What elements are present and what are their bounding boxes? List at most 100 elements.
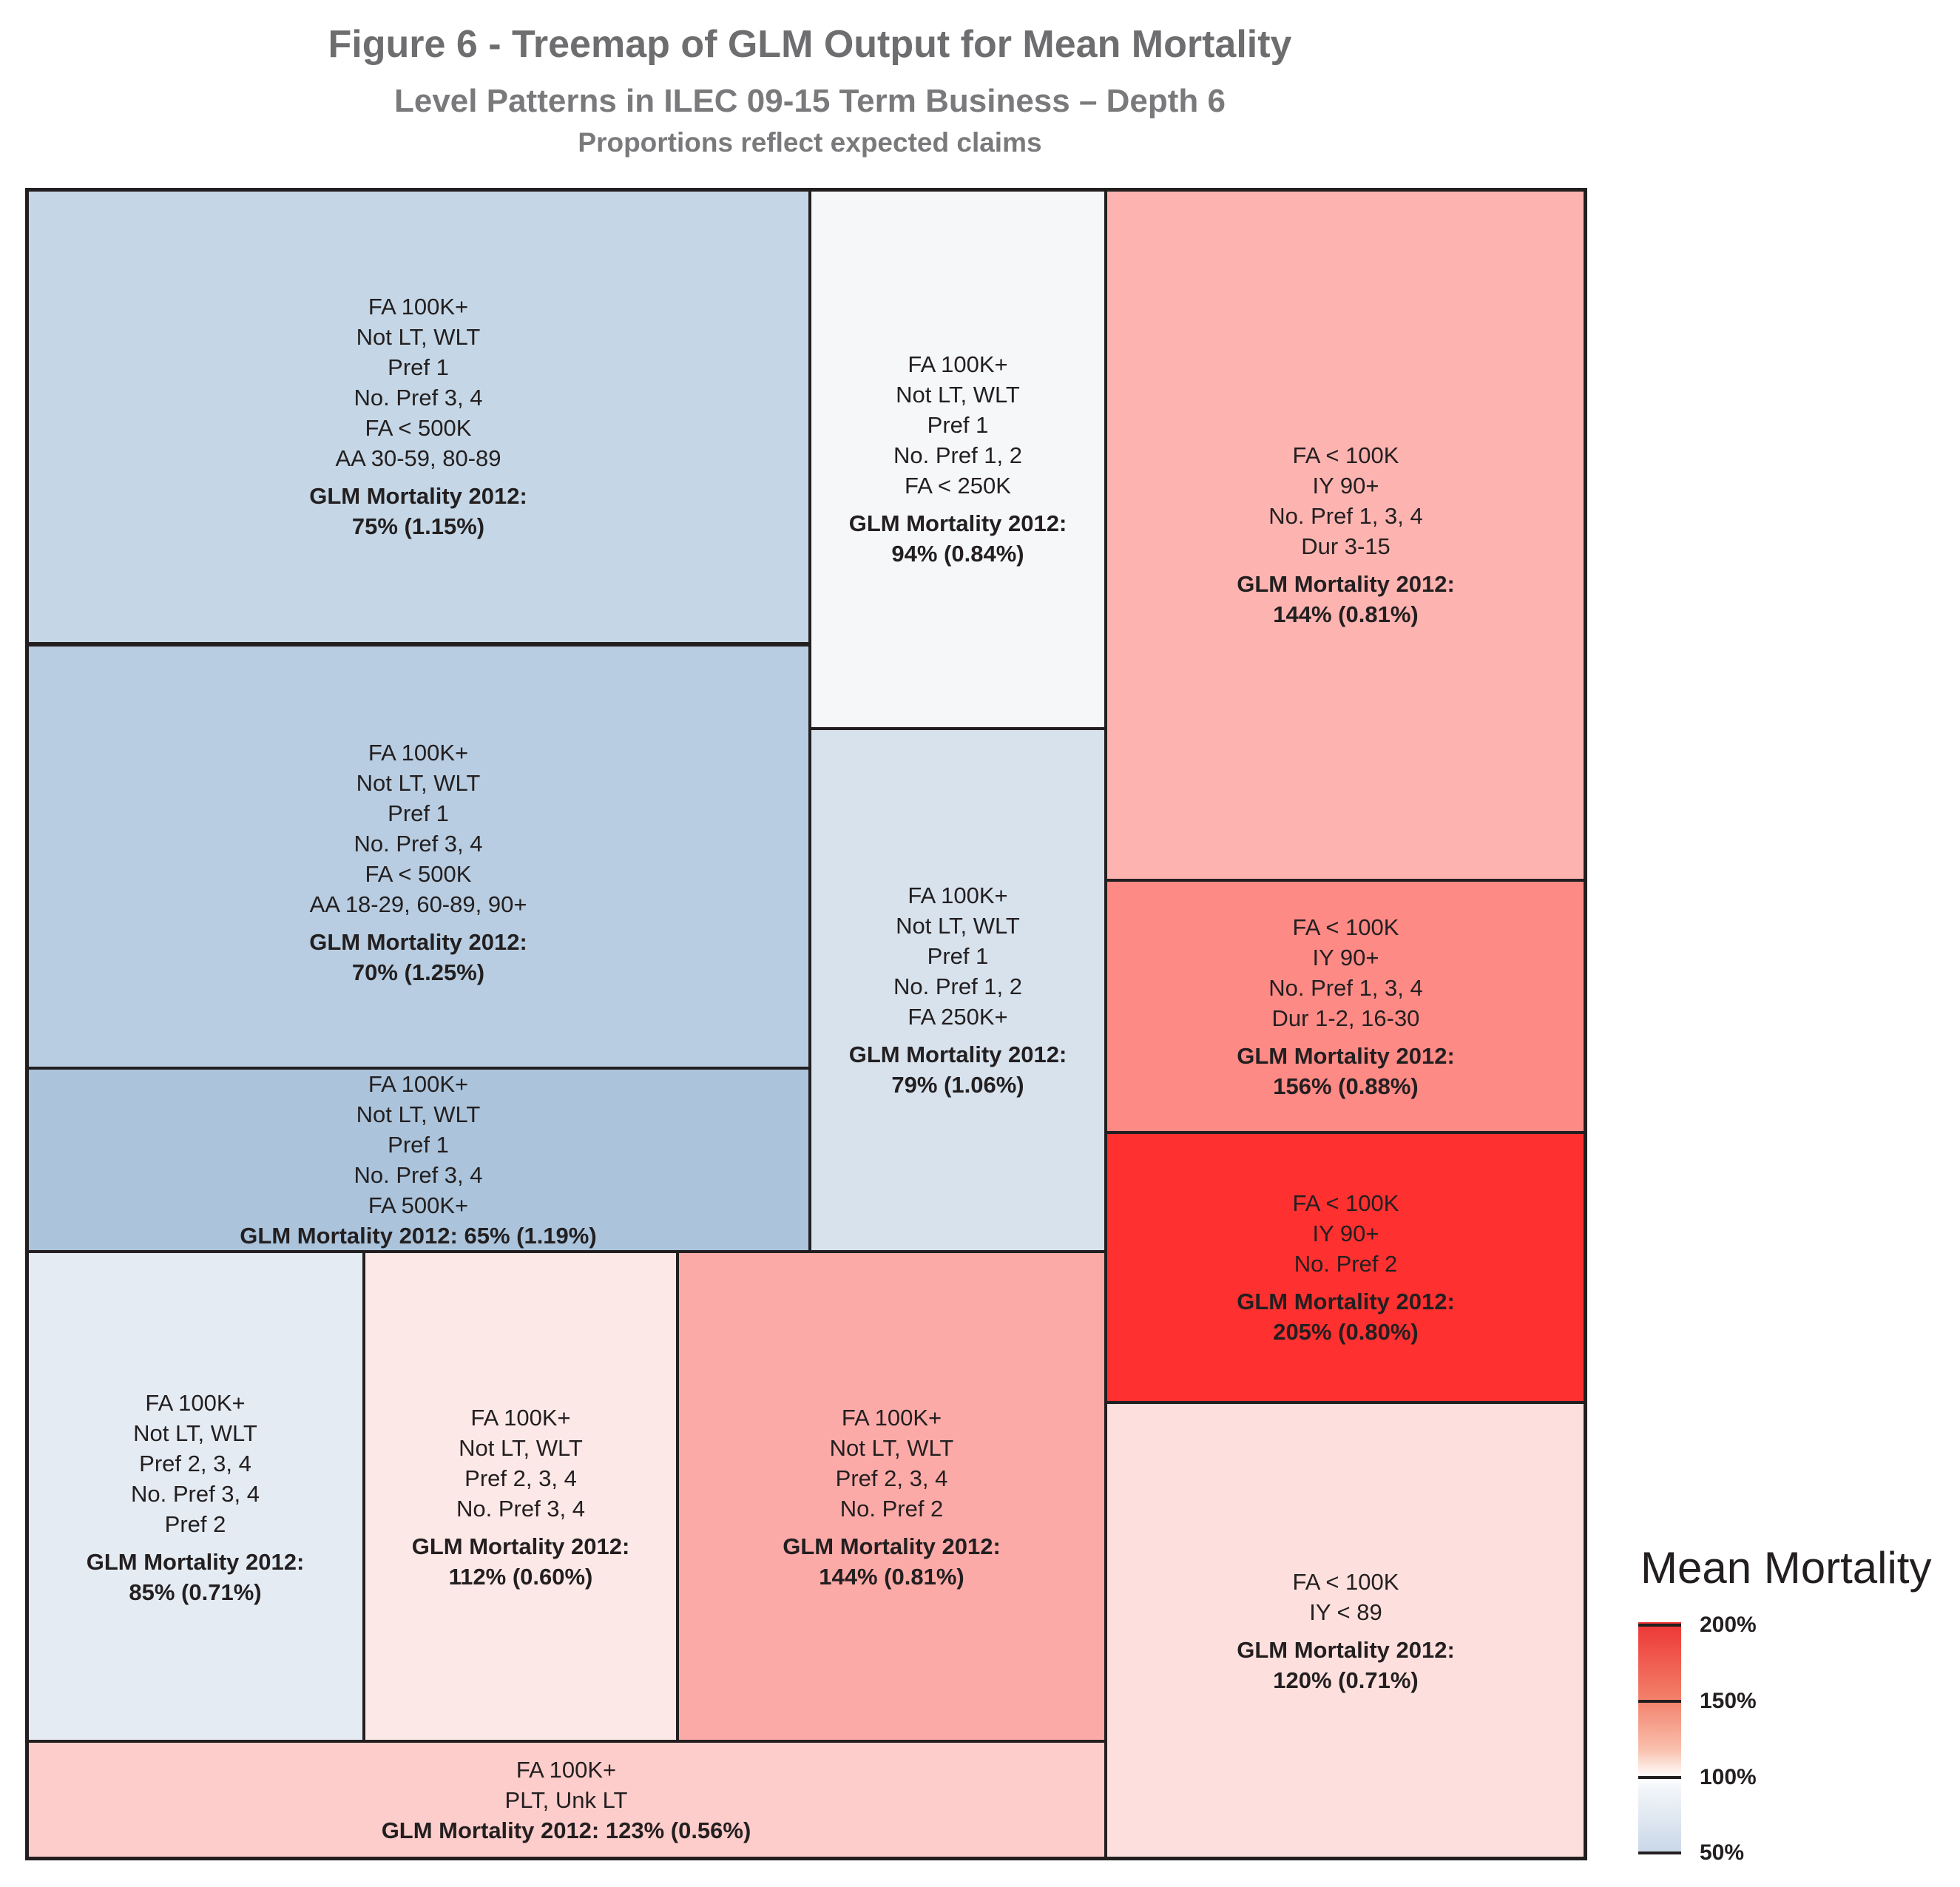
cell-line: No. Pref 3, 4 [354,830,483,857]
treemap-cell: FA < 100K IY 90+ No. Pref 2 GLM Mortality 2… [1104,1131,1587,1404]
cell-line: AA 30-59, 80-89 [335,445,501,471]
cell-line: FA < 100K [1292,442,1399,468]
treemap-cell: FA 100K+ PLT, Unk LT GLM Mortality 2012: 1… [25,1740,1107,1860]
cell-mortality-value: 144% (0.81%) [1273,601,1419,627]
cell-line: Pref 1 [388,800,449,826]
cell-line: Pref 1 [388,354,449,380]
cell-mortality-value: 120% (0.71%) [1273,1667,1419,1693]
cell-line: FA 100K+ [368,294,469,320]
legend-tick-label: 100% [1700,1765,1757,1789]
cell-line: Not LT, WLT [356,769,481,796]
cell-line: Dur 3-15 [1301,533,1390,559]
cell-mortality-value: 144% (0.81%) [819,1564,964,1590]
cell-line: Pref 1 [927,943,989,969]
cell-line: IY 90+ [1312,944,1379,970]
cell-line: No. Pref 1, 2 [893,973,1023,999]
cell-mortality-value: 75% (1.15%) [351,513,485,539]
cell-line: Pref 1 [927,412,989,438]
treemap-cell: FA 100K+ Not LT, WLT Pref 1 No. Pref 1, 2 FA… [808,188,1107,730]
cell-line: Not LT, WLT [896,913,1020,939]
cell-line: No. Pref 1, 2 [893,442,1023,468]
cell-mortality-label: GLM Mortality 2012: [1237,571,1455,597]
cell-line: PLT, Unk LT [504,1787,628,1813]
cell-line: No. Pref 2 [1294,1251,1398,1277]
cell-mortality-value: 70% (1.25%) [351,959,485,985]
cell-mortality-label: GLM Mortality 2012: [848,510,1067,536]
cell-mortality-label: GLM Mortality 2012: [86,1548,305,1575]
cell-line: FA 100K+ [470,1405,571,1431]
chart-title: Figure 6 - Treemap of GLM Output for Mea… [328,23,1292,66]
cell-line: FA 100K+ [145,1389,246,1416]
cell-mortality-label: GLM Mortality 2012: [783,1533,1001,1559]
legend-tick [1638,1700,1681,1703]
cell-mortality-value: 205% (0.80%) [1273,1319,1419,1345]
treemap-cell: FA 100K+ Not LT, WLT Pref 2, 3, 4 No. Pref … [362,1250,679,1744]
cell-line: FA 250K+ [908,1004,1008,1030]
cell-line: Not LT, WLT [459,1435,583,1461]
cell-line: Not LT, WLT [356,324,481,350]
cell-line: Pref 2 [164,1510,226,1537]
cell-line: No. Pref 3, 4 [130,1480,260,1507]
treemap-cell: FA 100K+ Not LT, WLT Pref 1 No. Pref 3, 4 FA… [25,188,811,645]
legend-color-bar [1638,1622,1681,1854]
treemap-cell: FA 100K+ Not LT, WLT Pref 2, 3, 4 No. Pref … [676,1250,1107,1744]
cell-line: Pref 2, 3, 4 [139,1450,251,1476]
cell-mortality-value: 94% (0.84%) [891,541,1024,567]
cell-mortality-label: GLM Mortality 2012: 65% (1.19%) [240,1223,597,1249]
cell-line: Pref 1 [388,1132,449,1158]
legend-tick-label: 200% [1700,1613,1757,1637]
cell-mortality-label: GLM Mortality 2012: [1237,1289,1455,1314]
cell-line: Pref 2, 3, 4 [464,1465,577,1491]
cell-line: FA 100K+ [841,1405,942,1431]
cell-line: Dur 1-2, 16-30 [1271,1005,1420,1031]
cell-mortality-value: 85% (0.71%) [129,1579,262,1605]
legend-tick-label: 150% [1700,1689,1757,1713]
cell-line: IY 90+ [1312,1221,1379,1246]
treemap-cell: FA 100K+ Not LT, WLT Pref 1 No. Pref 1, 2 FA… [808,727,1107,1253]
cell-line: FA < 500K [365,415,472,441]
cell-line: AA 18-29, 60-89, 90+ [309,891,527,917]
legend-tick [1638,1776,1681,1779]
cell-line: Not LT, WLT [896,382,1020,408]
legend-tick-label: 50% [1700,1840,1745,1865]
cell-line: No. Pref 2 [839,1496,944,1522]
cell-line: FA < 100K [1292,1190,1399,1216]
legend-title: Mean Mortality [1640,1543,1932,1593]
treemap-cell: FA 100K+ Not LT, WLT Pref 1 No. Pref 3, 4 FA… [25,1067,811,1253]
cell-mortality-label: GLM Mortality 2012: [1237,1636,1455,1663]
treemap-cell: FA < 100K IY 90+ No. Pref 1, 3, 4 Dur 3-15 G… [1104,188,1587,882]
cell-line: FA < 100K [1292,914,1399,940]
cell-line: No. Pref 3, 4 [354,385,483,411]
cell-mortality-label: GLM Mortality 2012: [309,928,527,955]
treemap: FA 100K+ Not LT, WLT Pref 1 No. Pref 3, 4 FA… [25,188,1587,1860]
cell-mortality-value: 156% (0.88%) [1273,1073,1419,1099]
cell-line: FA 500K+ [368,1192,469,1218]
chart-subtitle: Level Patterns in ILEC 09-15 Term Busine… [393,83,1226,119]
cell-mortality-label: GLM Mortality 2012: [411,1533,630,1559]
cell-line: FA 100K+ [908,351,1008,377]
cell-mortality-label: GLM Mortality 2012: 123% (0.56%) [381,1817,751,1843]
cell-line: FA 100K+ [368,1071,469,1097]
treemap-cell: FA 100K+ Not LT, WLT Pref 2, 3, 4 No. Pref … [25,1250,365,1744]
cell-line: IY 90+ [1312,473,1379,499]
legend-tick [1638,1851,1681,1854]
cell-line: FA 100K+ [908,882,1008,908]
cell-line: No. Pref 3, 4 [456,1496,586,1522]
cell-line: Not LT, WLT [829,1435,954,1461]
cell-mortality-label: GLM Mortality 2012: [1237,1042,1455,1069]
cell-mortality-value: 112% (0.60%) [448,1564,593,1590]
cell-mortality-value: 79% (1.06%) [891,1072,1024,1098]
cell-line: Not LT, WLT [356,1101,481,1127]
cell-line: FA < 250K [905,473,1011,499]
cell-line: FA < 100K [1292,1568,1399,1595]
cell-mortality-label: GLM Mortality 2012: [309,483,527,509]
legend-tick [1638,1624,1681,1627]
chart-note: Proportions reflect expected claims [578,127,1042,158]
cell-line: FA < 500K [365,860,472,887]
cell-line: IY < 89 [1309,1599,1382,1625]
cell-line: No. Pref 1, 3, 4 [1268,503,1423,529]
cell-mortality-label: GLM Mortality 2012: [848,1042,1067,1067]
cell-line: FA 100K+ [368,739,469,766]
cell-line: No. Pref 1, 3, 4 [1268,974,1423,1001]
cell-line: Not LT, WLT [133,1420,257,1446]
